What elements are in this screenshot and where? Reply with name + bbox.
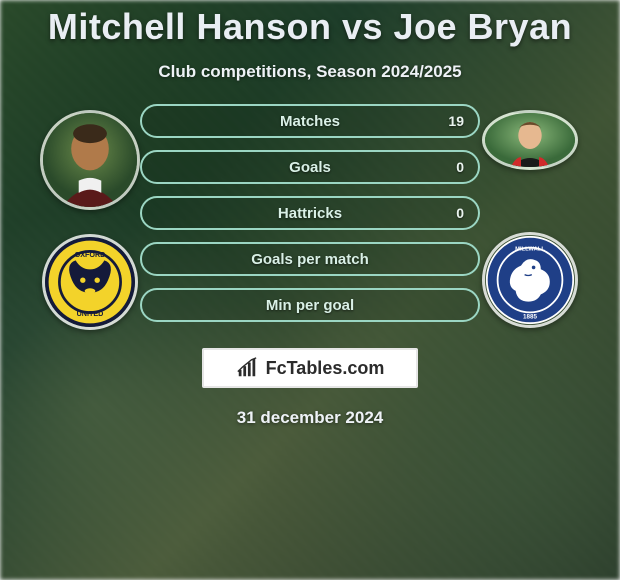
svg-text:UNITED: UNITED [77, 309, 104, 318]
page-title: Mitchell Hanson vs Joe Bryan [38, 6, 582, 48]
club-left-badge: OXFORD UNITED [42, 234, 138, 330]
stat-right-value: 19 [448, 113, 464, 129]
player-left-avatar [40, 110, 140, 210]
stat-right-value: 0 [456, 205, 464, 221]
stat-label: Goals per match [251, 251, 369, 268]
oxford-badge-icon: OXFORD UNITED [45, 234, 135, 330]
chart-icon [236, 357, 258, 379]
stat-row-goals-per-match: Goals per match [140, 242, 480, 276]
stats-list: Matches 19 Goals 0 Hattricks 0 Goals per… [140, 104, 480, 322]
stat-row-hattricks: Hattricks 0 [140, 196, 480, 230]
stat-label: Min per goal [266, 297, 354, 314]
stat-label: Hattricks [278, 205, 342, 222]
left-column: OXFORD UNITED [40, 104, 140, 330]
stat-row-matches: Matches 19 [140, 104, 480, 138]
comparison-card: Mitchell Hanson vs Joe Bryan Club compet… [0, 0, 620, 580]
brand-text: FcTables.com [266, 358, 385, 379]
stat-label: Goals [289, 159, 331, 176]
stat-right-value: 0 [456, 159, 464, 175]
club-right-badge: MILLWALL 1885 [482, 232, 578, 328]
svg-text:OXFORD: OXFORD [75, 250, 106, 259]
svg-text:MILLWALL: MILLWALL [515, 246, 545, 252]
millwall-badge-icon: MILLWALL 1885 [485, 232, 575, 328]
right-column: MILLWALL 1885 [480, 104, 580, 328]
player-left-avatar-svg [43, 110, 137, 210]
svg-text:1885: 1885 [523, 314, 538, 321]
stat-label: Matches [280, 113, 340, 130]
comparison-row: OXFORD UNITED Matches 19 Goals 0 Hattric… [0, 104, 620, 330]
stat-row-goals: Goals 0 [140, 150, 480, 184]
stat-row-min-per-goal: Min per goal [140, 288, 480, 322]
date-label: 31 december 2024 [237, 408, 384, 428]
subtitle: Club competitions, Season 2024/2025 [158, 62, 461, 82]
brand-box: FcTables.com [202, 348, 418, 388]
player-right-avatar-svg [485, 110, 575, 170]
player-right-avatar [482, 110, 578, 170]
